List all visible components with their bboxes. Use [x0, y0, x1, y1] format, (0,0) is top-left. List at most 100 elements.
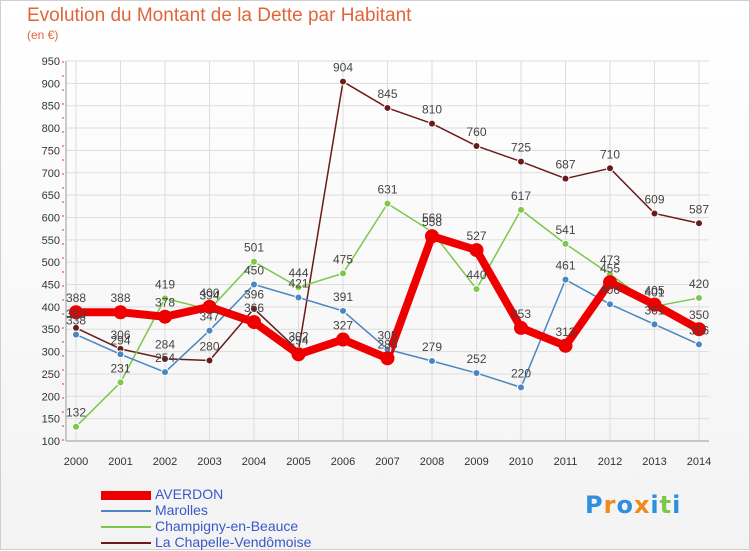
data-point: [561, 239, 570, 248]
data-label: 609: [644, 192, 664, 206]
data-label: 378: [155, 296, 175, 310]
data-point: [339, 306, 347, 315]
y-tick-label: 800: [42, 123, 60, 135]
legend-label: Marolles: [155, 502, 208, 518]
data-point: [472, 141, 481, 150]
data-point: [161, 294, 169, 303]
legend-swatch: [101, 510, 151, 512]
y-tick-label: 400: [42, 302, 60, 314]
y-tick-label: 500: [42, 257, 60, 269]
data-point: [113, 305, 128, 320]
logo-letter: i: [650, 491, 660, 519]
data-point: [469, 243, 484, 258]
y-tick-label: 450: [42, 280, 60, 292]
legend-label: Champigny-en-Beauce: [155, 518, 299, 534]
data-point: [380, 351, 395, 366]
data-point: [695, 219, 703, 228]
data-point: [603, 275, 617, 290]
data-point: [339, 77, 347, 86]
data-point: [72, 330, 80, 339]
data-point: [336, 332, 350, 347]
data-label: 280: [199, 340, 219, 354]
data-point: [606, 164, 614, 173]
data-label: 353: [511, 307, 531, 321]
data-point: [606, 300, 614, 309]
data-point: [517, 157, 525, 166]
data-point: [472, 285, 481, 293]
data-point: [517, 383, 525, 392]
data-point: [247, 315, 261, 330]
data-point: [294, 293, 303, 302]
data-point: [561, 174, 570, 183]
data-label: 461: [555, 259, 575, 273]
y-tick-label: 250: [42, 369, 60, 381]
x-tick-label: 2003: [197, 456, 221, 468]
data-label: 294: [288, 333, 308, 347]
data-point: [250, 304, 258, 313]
data-label: 220: [511, 366, 531, 380]
data-label: 353: [66, 307, 86, 321]
x-tick-label: 2000: [64, 456, 88, 468]
data-label: 687: [555, 158, 575, 172]
data-label: 388: [66, 291, 86, 305]
x-tick-label: 2005: [286, 456, 310, 468]
x-tick-label: 2014: [687, 456, 711, 468]
data-point: [561, 275, 570, 284]
y-tick-label: 300: [42, 347, 60, 359]
data-label: 313: [555, 325, 575, 339]
x-tick-label: 2011: [554, 456, 578, 468]
chart-subtitle: (en €): [27, 28, 59, 42]
y-tick-label: 750: [42, 145, 60, 157]
data-point: [116, 378, 125, 387]
data-label: 284: [155, 338, 175, 352]
data-label: 455: [600, 261, 620, 275]
y-tick-label: 900: [42, 78, 60, 90]
data-point: [428, 356, 436, 365]
legend-swatch: [101, 526, 151, 528]
data-label: 347: [199, 310, 219, 324]
data-point: [72, 422, 80, 431]
legend-label: La Chapelle-Vendômoise: [155, 534, 312, 550]
data-label: 904: [333, 61, 353, 75]
x-tick-label: 2008: [420, 456, 444, 468]
data-point: [205, 356, 214, 365]
data-label: 725: [511, 141, 531, 155]
data-label: 810: [422, 103, 442, 117]
x-tick-label: 2007: [375, 456, 399, 468]
data-point: [69, 305, 83, 320]
data-label: 421: [288, 276, 308, 290]
x-tick-label: 2006: [331, 456, 355, 468]
data-point: [472, 369, 481, 378]
x-tick-label: 2009: [464, 456, 488, 468]
data-label: 419: [155, 277, 175, 291]
data-label: 405: [644, 284, 664, 298]
legend-swatch: [101, 490, 151, 500]
data-label: 710: [600, 147, 620, 161]
x-tick-label: 2004: [242, 456, 266, 468]
data-point: [250, 257, 258, 266]
data-point: [650, 209, 659, 218]
data-point: [517, 205, 525, 214]
data-label: 760: [466, 125, 486, 139]
y-tick-label: 350: [42, 324, 60, 336]
data-point: [383, 199, 392, 208]
data-point: [161, 354, 169, 363]
data-point: [161, 368, 169, 377]
y-tick-label: 150: [42, 414, 60, 426]
data-label: 475: [333, 252, 353, 266]
data-label: 350: [689, 308, 709, 322]
data-point: [428, 119, 436, 128]
data-point: [205, 326, 214, 335]
legend-swatch: [101, 542, 151, 544]
data-point: [250, 280, 258, 289]
legend-label: AVERDON: [155, 486, 224, 502]
data-point: [650, 320, 659, 329]
data-label: 450: [244, 264, 264, 278]
data-point: [647, 297, 662, 312]
logo-letter: o: [616, 491, 634, 519]
data-label: 338: [66, 314, 86, 328]
data-point: [339, 269, 347, 278]
data-label: 285: [377, 337, 397, 351]
logo-letter: x: [633, 491, 651, 519]
